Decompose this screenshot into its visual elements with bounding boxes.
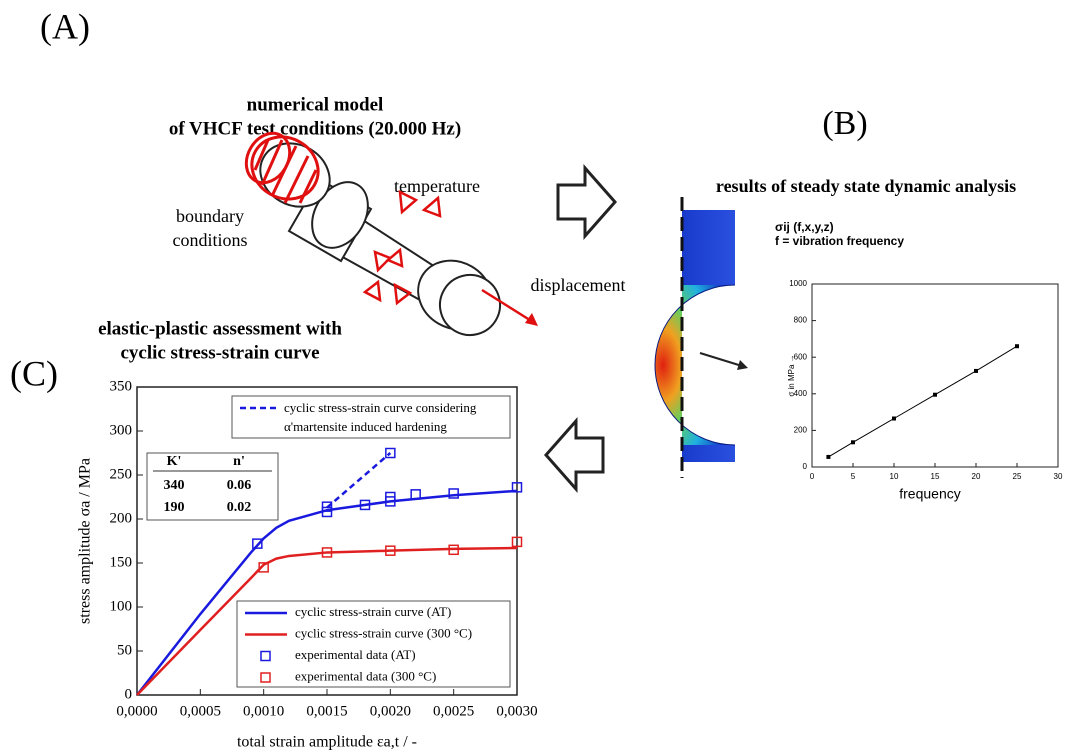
x-tick-label: 0,0015 <box>306 703 347 719</box>
displacement-label: displacement <box>531 275 626 295</box>
data-point <box>321 547 333 558</box>
x-tick-label: 0,0025 <box>433 703 474 719</box>
y-tick-label: 200 <box>110 510 133 526</box>
data-point <box>321 501 333 512</box>
x-tick-label: 15 <box>931 472 940 481</box>
y-tick-label: 200 <box>794 426 808 435</box>
data-point <box>933 392 937 397</box>
legend-box <box>231 395 511 439</box>
y-axis-label: σ in MPa → <box>787 354 796 396</box>
panel-label: (C) <box>10 353 58 393</box>
y-tick-label: 350 <box>110 378 133 394</box>
data-point <box>252 538 263 549</box>
y-tick-label: 1000 <box>789 279 807 288</box>
x-tick-label: 30 <box>1054 472 1063 481</box>
displacement-arrow <box>525 313 538 326</box>
data-point <box>1015 344 1019 349</box>
table-header: n' <box>233 454 245 469</box>
x-tick-label: 0,0020 <box>370 703 411 719</box>
table-cell: 0.02 <box>227 500 252 515</box>
data-point <box>410 489 421 500</box>
panel-label: (B) <box>822 105 867 142</box>
data-point <box>448 488 459 499</box>
annotation: f = vibration frequency <box>775 234 904 248</box>
y-axis-label: stress amplitude σa / MPa <box>77 458 94 624</box>
y-tick-label: 300 <box>110 422 133 438</box>
flow-arrow <box>556 164 618 240</box>
x-tick-label: 20 <box>972 472 981 481</box>
data-line <box>136 546 518 696</box>
y-tick-label: 250 <box>110 466 133 482</box>
x-axis-label: total strain amplitude εa,t / - <box>237 734 417 751</box>
y-tick-label: 600 <box>794 352 808 361</box>
y-tick-label: 150 <box>110 554 133 570</box>
legend-swatch <box>260 650 271 662</box>
boundary-label: conditions <box>173 230 248 250</box>
temperature-marker <box>362 189 442 306</box>
data-point <box>826 454 831 459</box>
x-tick-label: 0,0005 <box>180 703 221 719</box>
x-tick-label: 5 <box>851 472 856 481</box>
data-line <box>326 452 392 509</box>
data-point <box>258 562 269 573</box>
legend-label: experimental data (300 °C) <box>295 668 436 683</box>
model-title: of VHCF test conditions (20.000 Hz) <box>169 118 461 139</box>
results-title: results of steady state dynamic analysis <box>716 176 1016 196</box>
flow-arrow <box>543 417 605 493</box>
legend-box <box>236 600 511 688</box>
y-tick-label: 100 <box>110 598 133 614</box>
legend-label: cyclic stress-strain curve (AT) <box>295 604 451 619</box>
legend: cyclic stress-strain curve considering α… <box>284 400 477 434</box>
temperature-label: temperature <box>394 176 480 196</box>
panel-label: (A) <box>40 6 90 46</box>
data-point <box>385 447 396 459</box>
data-point <box>511 482 523 493</box>
legend-swatch <box>260 672 271 683</box>
x-axis-label: frequency <box>899 486 960 502</box>
boundary-label: boundary <box>176 206 244 226</box>
model-title: numerical model <box>247 94 384 115</box>
data-point <box>892 416 896 421</box>
table-cell: 190 <box>164 500 185 515</box>
x-tick-label: 0,0030 <box>496 703 537 719</box>
data-line <box>136 489 518 696</box>
assessment-title: elastic-plastic assessment with <box>98 318 342 339</box>
data-point <box>974 368 978 373</box>
assessment-title: cyclic stress-strain curve <box>120 342 319 363</box>
table-cell: 0.06 <box>227 478 252 493</box>
data-point <box>448 544 459 556</box>
data-point <box>511 536 523 548</box>
specimen <box>244 131 501 336</box>
y-tick-label: 800 <box>794 316 808 325</box>
table-header: K' <box>167 454 182 469</box>
table-box <box>146 452 279 521</box>
data-point <box>359 499 371 511</box>
data-point <box>385 491 396 503</box>
legend-label: cyclic stress-strain curve (300 °C) <box>295 625 472 640</box>
y-tick-label: 0 <box>125 686 133 702</box>
x-tick-label: 0 <box>810 472 815 481</box>
annotation: σij (f,x,y,z) <box>775 220 834 234</box>
y-tick-label: 50 <box>117 642 132 658</box>
data-point <box>385 545 396 556</box>
legend-label: cyclic stress-strain curve considering α… <box>284 400 477 434</box>
data-point <box>851 440 855 445</box>
table-cell: 340 <box>164 478 185 493</box>
x-tick-label: 0,0000 <box>116 703 157 719</box>
y-tick-label: 0 <box>803 462 808 471</box>
legend-label: experimental data (AT) <box>295 647 416 662</box>
x-tick-label: 0,0010 <box>243 703 284 719</box>
displacement-arrow <box>481 288 534 324</box>
y-tick-label: 400 <box>794 389 808 398</box>
x-tick-label: 10 <box>890 472 899 481</box>
fe-model <box>654 197 748 478</box>
plot-frame <box>811 283 1059 468</box>
x-tick-label: 25 <box>1013 472 1022 481</box>
data-line <box>828 345 1018 458</box>
